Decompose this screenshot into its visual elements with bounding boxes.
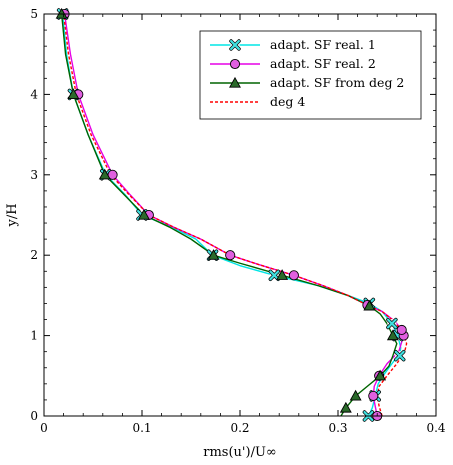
series-point-2 bbox=[374, 369, 387, 381]
series-point-0 bbox=[386, 317, 398, 330]
legend: adapt. SF real. 1 adapt. SF real. 2 adapt.… bbox=[199, 30, 422, 120]
series-point-2 bbox=[386, 329, 399, 341]
y-tick-label: 4 bbox=[30, 87, 38, 101]
y-tick-label: 3 bbox=[30, 168, 38, 182]
series-point-2 bbox=[349, 389, 362, 401]
x-tick-label: 0.3 bbox=[328, 421, 347, 435]
series-point-2 bbox=[276, 269, 289, 280]
plot-markers-group bbox=[55, 7, 409, 422]
legend-label-1: adapt. SF real. 2 bbox=[270, 56, 376, 71]
series-point-1 bbox=[368, 390, 379, 401]
legend-label-0: adapt. SF real. 1 bbox=[270, 37, 376, 52]
x-axis-ticks: 0 0.1 0.2 0.3 0.4 bbox=[40, 14, 446, 435]
y-tick-label: 2 bbox=[30, 248, 38, 262]
legend-marker-0 bbox=[229, 39, 241, 51]
legend-label-2: adapt. SF from deg 2 bbox=[270, 75, 404, 90]
series-point-2 bbox=[137, 208, 150, 220]
series-point-0 bbox=[394, 349, 406, 362]
series-point-1 bbox=[288, 270, 299, 281]
legend-entries: adapt. SF real. 1 adapt. SF real. 2 adapt.… bbox=[210, 37, 404, 109]
series-point-1 bbox=[225, 250, 236, 261]
series-point-2 bbox=[207, 249, 220, 260]
x-axis-label: rms(u')/U∞ bbox=[203, 445, 276, 460]
y-tick-label: 0 bbox=[30, 409, 38, 423]
x-tick-label: 0 bbox=[40, 421, 48, 435]
series-point-2 bbox=[339, 401, 352, 413]
y-tick-label: 1 bbox=[30, 329, 38, 343]
series-point-2 bbox=[55, 7, 68, 19]
legend-marker-2 bbox=[229, 76, 241, 88]
series-point-2 bbox=[67, 88, 80, 100]
series-point-0 bbox=[268, 269, 281, 282]
series-point-2 bbox=[363, 299, 376, 311]
series-point-1 bbox=[396, 324, 407, 336]
legend-label-3: deg 4 bbox=[270, 94, 305, 109]
x-tick-label: 0.2 bbox=[230, 421, 249, 435]
x-tick-label: 0.1 bbox=[132, 421, 151, 435]
y-axis-label: y/H bbox=[5, 203, 20, 227]
y-axis-ticks: 0 1 2 3 4 5 bbox=[30, 7, 436, 423]
legend-marker-1 bbox=[229, 58, 241, 70]
x-tick-label: 0.4 bbox=[426, 421, 445, 435]
series-point-2 bbox=[98, 168, 111, 180]
y-tick-label: 5 bbox=[30, 7, 38, 21]
